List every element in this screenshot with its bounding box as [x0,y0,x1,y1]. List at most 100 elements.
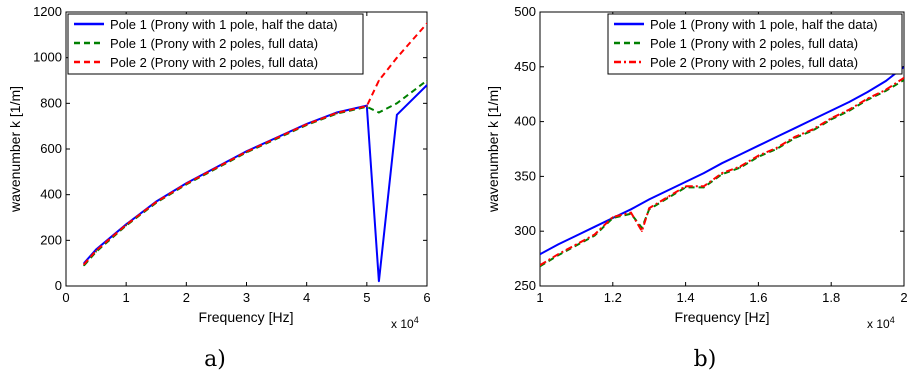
series-line-b-2 [540,79,904,268]
data-point-b-3 [648,207,650,209]
x-axis-label-b: Frequency [Hz] [675,309,770,325]
y-tick-label-a: 1200 [33,4,62,19]
data-point-b-1 [721,162,723,164]
y-tick-label-b: 400 [514,114,536,129]
data-point-b-3 [540,264,541,266]
data-point-b-2 [739,166,741,169]
y-tick-label-a: 800 [40,95,62,110]
y-tick-label-b: 300 [514,223,536,238]
y-tick-label-a: 200 [40,232,62,247]
x-multiplier-b: x 104 [867,315,895,331]
data-point-b-2 [666,197,669,200]
data-point-b-1 [739,153,741,156]
data-point-a-3 [155,201,158,203]
data-point-b-3 [557,253,559,255]
x-tick-label-a: 1 [123,290,130,305]
x-tick-label-b: 1 [536,290,543,305]
data-point-b-3 [721,172,723,174]
data-point-a-3 [305,123,308,126]
data-point-a-3 [215,166,218,169]
x-axis-label-a: Frequency [Hz] [199,309,294,325]
data-point-a-1 [396,114,398,116]
y-tick-label-a: 1000 [33,50,62,65]
data-point-b-3 [812,128,814,131]
x-tick-label-a: 0 [62,290,69,305]
data-point-b-3 [666,196,669,198]
y-tick-label-a: 0 [55,278,62,293]
legend-b-label-3: Pole 2 (Prony with 2 poles, full data) [650,55,858,70]
y-tick-label-a: 400 [40,187,62,202]
y-tick-label-b: 350 [514,168,536,183]
data-point-b-1 [575,234,578,237]
panel-label-a: a) [204,347,226,372]
x-tick-label-b: 1.8 [822,290,840,305]
series-lines-b [540,66,904,268]
data-point-b-3 [703,185,705,188]
data-point-b-1 [684,181,687,183]
data-point-b-1 [830,109,832,112]
data-point-a-3 [396,56,398,59]
data-point-b-3 [684,185,687,188]
x-tick-label-a: 4 [303,290,310,305]
data-point-b-2 [830,118,832,121]
legend-b: Pole 1 (Prony with 1 pole, half the data… [607,13,903,75]
data-point-a-1 [95,248,97,251]
panel-label-b: b) [694,347,717,372]
data-point-b-3 [757,154,760,157]
data-point-b-3 [775,147,778,149]
data-point-a-3 [83,263,85,266]
data-point-a-1 [378,280,380,283]
y-tick-label-b: 500 [514,4,536,19]
data-point-b-3 [593,233,596,236]
data-point-b-1 [630,208,632,211]
legend-a-label-3: Pole 2 (Prony with 2 poles, full data) [110,55,318,70]
y-axis-label-a: wavenumber k [1/m] [7,86,23,213]
data-point-b-1 [794,127,796,129]
x-tick-label-b: 1.2 [604,290,622,305]
data-point-b-1 [885,80,887,82]
panel-a: 0 1 2 3 4 5 6 0 200 400 600 800 1000 1200 Pole 1 (Pro… [7,4,431,372]
data-point-b-3 [641,230,643,232]
data-point-b-2 [885,90,887,92]
data-point-b-3 [575,243,578,246]
legend-b-label-1: Pole 1 (Prony with 1 pole, half the data… [650,17,878,32]
data-point-a-3 [95,249,97,252]
data-point-a-2 [95,251,97,253]
data-point-a-2 [83,264,85,267]
data-point-b-3 [794,136,796,138]
legend-a-label-1: Pole 1 (Prony with 1 pole, half the data… [110,17,338,32]
data-point-a-3 [366,105,368,107]
panel-b: 1 1.2 1.4 1.6 1.8 2 250 300 350 400 450 500 Pole 1 … [485,4,907,372]
data-point-b-1 [848,101,851,103]
data-point-a-3 [378,79,380,82]
legend-b-label-2: Pole 1 (Prony with 2 poles, full data) [650,36,858,51]
y-tick-label-a: 600 [40,141,62,156]
data-point-b-2 [866,98,869,101]
data-point-b-1 [666,189,669,192]
y-tick-label-b: 450 [514,59,536,74]
data-point-b-3 [866,97,869,100]
data-point-a-3 [336,112,338,114]
x-multiplier-a: x 104 [391,315,419,331]
data-point-b-1 [540,253,541,255]
data-point-b-3 [903,77,904,79]
data-point-a-3 [185,182,188,185]
data-point-b-3 [739,165,741,168]
data-point-b-3 [848,108,851,111]
data-point-b-3 [612,216,614,218]
data-point-a-3 [275,137,278,139]
data-point-b-1 [703,172,705,174]
data-point-b-1 [775,136,778,138]
series-line-a-3 [83,22,427,265]
data-point-b-3 [630,211,632,214]
data-point-b-2 [903,79,904,81]
y-tick-label-b: 250 [514,278,536,293]
y-axis-label-b: wavenumber k [1/m] [485,86,501,213]
series-lines-a [83,22,427,283]
data-point-b-1 [757,144,760,147]
legend-a: Pole 1 (Prony with 1 pole, half the data… [67,13,364,75]
data-point-b-1 [648,198,650,201]
data-point-b-1 [593,226,596,228]
data-point-b-1 [812,118,814,121]
